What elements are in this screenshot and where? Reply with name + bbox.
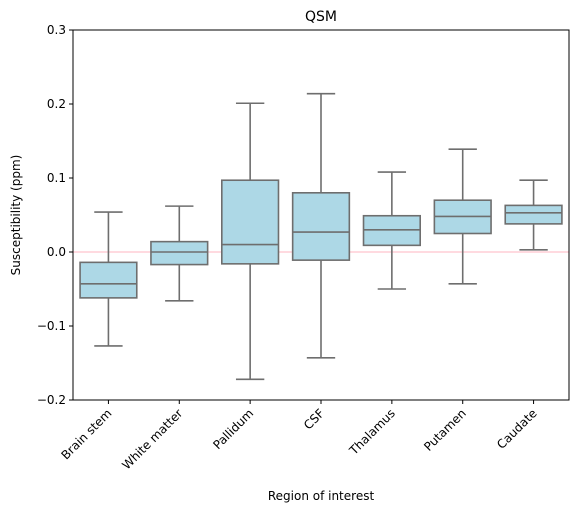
y-tick-label: −0.2 — [37, 393, 66, 407]
x-tick-label: Thalamus — [346, 406, 398, 458]
x-tick-label: Brain stem — [58, 406, 114, 462]
y-axis-label: Susceptibility (ppm) — [9, 155, 23, 276]
y-tick-label: 0.3 — [47, 23, 66, 37]
x-axis-label: Region of interest — [268, 489, 375, 503]
boxes-layer — [73, 92, 569, 381]
box-thalamus — [362, 171, 421, 290]
box-caudate — [504, 179, 563, 251]
chart-title: QSM — [305, 9, 337, 25]
x-tick-label: White matter — [119, 406, 185, 472]
y-tick-label: 0.2 — [47, 97, 66, 111]
box-brain-stem — [79, 211, 138, 347]
box-pallidum — [221, 102, 280, 381]
x-tick-label: CSF — [301, 406, 327, 432]
y-tick-label: 0.0 — [47, 245, 66, 259]
x-tick-label: Putamen — [421, 406, 469, 454]
box-iqr — [79, 261, 138, 299]
y-tick-label: 0.1 — [47, 171, 66, 185]
x-tick-label: Caudate — [494, 406, 540, 452]
plot-frame — [72, 29, 570, 401]
box-iqr — [504, 204, 563, 225]
y-axis: −0.2 −0.1 0.0 0.1 0.2 0.3 — [37, 23, 73, 407]
box-iqr — [150, 240, 209, 266]
box-iqr — [291, 192, 351, 261]
x-axis: Brain stem White matter Pallidum CSF Thalamu… — [58, 400, 540, 472]
box-iqr — [221, 179, 280, 265]
box-csf — [291, 92, 351, 359]
box-putamen — [433, 148, 492, 285]
x-tick-label: Pallidum — [210, 406, 256, 452]
y-tick-label: −0.1 — [37, 319, 66, 333]
box-white-matter — [150, 205, 209, 302]
